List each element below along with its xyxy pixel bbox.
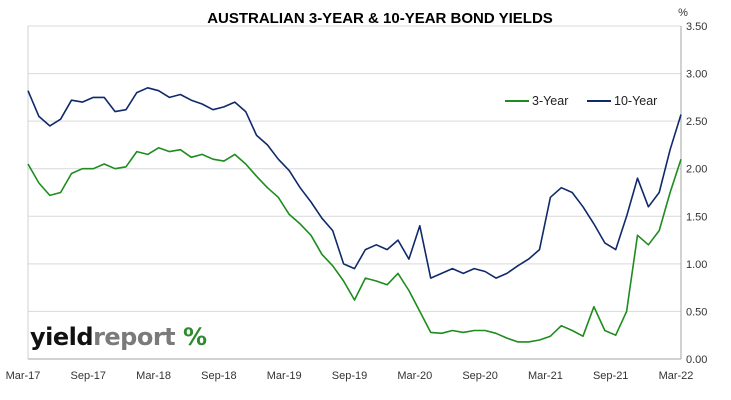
axes: 0.00 0.50 1.00 1.50 2.00 2.50 3.00 3.50 Mar-17 Se… bbox=[6, 21, 708, 382]
yieldreport-logo: yieldreport % bbox=[30, 325, 207, 349]
x-tick-label: Mar-21 bbox=[528, 370, 563, 382]
chart-title: AUSTRALIAN 3-YEAR & 10-YEAR BOND YIELDS bbox=[207, 10, 553, 27]
y-tick-label: 0.50 bbox=[686, 306, 707, 318]
y-tick-label: 1.00 bbox=[686, 259, 707, 271]
x-tick-label: Mar-22 bbox=[659, 370, 694, 382]
x-tick-label: Sep-18 bbox=[201, 370, 236, 382]
gridlines bbox=[28, 25, 681, 312]
series-line-10-year bbox=[27, 87, 682, 279]
x-tick-label: Mar-18 bbox=[136, 370, 171, 382]
legend-label: 10-Year bbox=[614, 94, 657, 108]
y-tick-label: 2.00 bbox=[686, 164, 707, 176]
legend: 3-Year 10-Year bbox=[505, 94, 657, 108]
x-tick-label: Sep-19 bbox=[332, 370, 367, 382]
series-lines bbox=[27, 87, 682, 343]
x-tick-label: Sep-17 bbox=[71, 370, 106, 382]
y-tick-label: 0.00 bbox=[686, 354, 707, 366]
x-tick-label: Mar-17 bbox=[6, 370, 41, 382]
y-tick-label: 2.50 bbox=[686, 116, 707, 128]
series-line-3-year bbox=[27, 147, 682, 343]
x-tick-label: Sep-20 bbox=[462, 370, 497, 382]
logo-text-report: report bbox=[93, 323, 176, 351]
logo-percent-icon: % bbox=[183, 323, 207, 351]
y-tick-label: 3.50 bbox=[686, 21, 707, 33]
x-tick-label: Mar-20 bbox=[397, 370, 432, 382]
legend-label: 3-Year bbox=[532, 94, 568, 108]
y-axis-unit: % bbox=[678, 7, 688, 19]
x-tick-label: Mar-19 bbox=[267, 370, 302, 382]
x-tick-label: Sep-21 bbox=[593, 370, 628, 382]
logo-text-yield: yield bbox=[30, 323, 94, 351]
y-tick-label: 3.00 bbox=[686, 69, 707, 81]
y-tick-label: 1.50 bbox=[686, 211, 707, 223]
logo-text-space bbox=[175, 323, 183, 351]
